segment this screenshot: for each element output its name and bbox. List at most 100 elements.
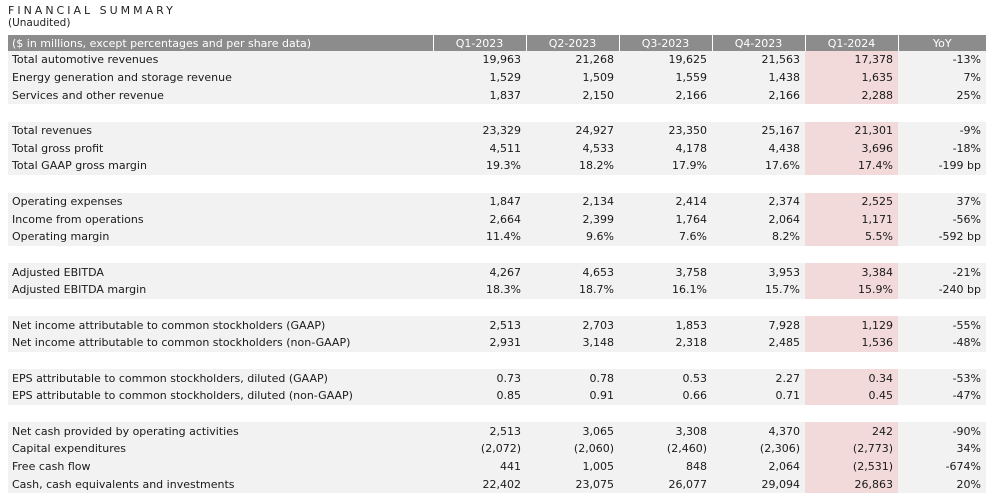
row-label: Operating expenses: [8, 192, 433, 211]
value-cell: 21,301: [805, 121, 898, 140]
group-spacer: [8, 174, 986, 193]
yoy-cell: -56%: [898, 210, 986, 228]
value-cell: 19,963: [433, 51, 526, 69]
value-cell: 4,178: [619, 139, 712, 158]
table-row: Total revenues 23,329 24,927 23,350 25,167 21…: [8, 121, 986, 140]
table-row: Energy generation and storage revenue 1,5…: [8, 68, 986, 87]
value-cell: 1,635: [805, 68, 898, 87]
value-cell: 23,329: [433, 121, 526, 140]
value-cell: 3,148: [526, 334, 619, 352]
value-cell: 15.7%: [712, 280, 805, 299]
value-cell: 3,384: [805, 263, 898, 281]
value-cell: (2,531): [805, 457, 898, 476]
value-cell: 1,764: [619, 210, 712, 228]
value-cell: (2,060): [526, 440, 619, 458]
value-cell: 2.27: [712, 369, 805, 388]
yoy-cell: -199 bp: [898, 157, 986, 175]
value-cell: 11.4%: [433, 227, 526, 246]
column-header: YoY: [898, 35, 986, 51]
value-cell: 2,134: [526, 192, 619, 211]
value-cell: 2,664: [433, 210, 526, 228]
yoy-cell: 34%: [898, 440, 986, 458]
table-row: Total gross profit 4,511 4,533 4,178 4,438 3,…: [8, 139, 986, 158]
value-cell: 848: [619, 457, 712, 476]
table-row: Operating expenses 1,847 2,134 2,414 2,374 2,…: [8, 192, 986, 211]
value-cell: 3,696: [805, 139, 898, 158]
page-title: FINANCIAL SUMMARY: [8, 4, 176, 17]
value-cell: 2,485: [712, 334, 805, 352]
yoy-cell: 7%: [898, 68, 986, 87]
value-cell: 5.5%: [805, 227, 898, 246]
value-cell: 19.3%: [433, 157, 526, 175]
yoy-cell: -240 bp: [898, 280, 986, 299]
table-row: Cash, cash equivalents and investments 22…: [8, 475, 986, 494]
group-spacer: [8, 351, 986, 370]
row-label: Total GAAP gross margin: [8, 157, 433, 175]
value-cell: 2,150: [526, 86, 619, 105]
value-cell: 18.2%: [526, 157, 619, 175]
group-spacer: [8, 404, 986, 423]
table-row: Free cash flow 441 1,005 848 2,064 (2,531) -67…: [8, 457, 986, 476]
table-row: EPS attributable to common stockholders,…: [8, 369, 986, 388]
table-row: Services and other revenue 1,837 2,150 2,16…: [8, 86, 986, 105]
value-cell: 2,513: [433, 316, 526, 334]
value-cell: 22,402: [433, 475, 526, 494]
value-cell: 1,438: [712, 68, 805, 87]
value-cell: 18.3%: [433, 280, 526, 299]
column-header: Q1-2023: [433, 35, 527, 51]
table-row: Adjusted EBITDA 4,267 4,653 3,758 3,953 3,384…: [8, 263, 986, 281]
spacer-cell: [8, 245, 986, 264]
column-header: Q2-2023: [526, 35, 620, 51]
financial-summary-table: ($ in millions, except percentages and p…: [8, 35, 986, 494]
value-cell: 1,559: [619, 68, 712, 87]
yoy-cell: 25%: [898, 86, 986, 105]
table-row: Capital expenditures (2,072) (2,060) (2,460…: [8, 440, 986, 458]
row-label: Operating margin: [8, 227, 433, 246]
value-cell: 24,927: [526, 121, 619, 140]
value-cell: 2,166: [712, 86, 805, 105]
column-header: Q3-2023: [619, 35, 713, 51]
table-row: Net income attributable to common stockh…: [8, 334, 986, 352]
value-cell: 3,953: [712, 263, 805, 281]
yoy-cell: -55%: [898, 316, 986, 334]
value-cell: 7.6%: [619, 227, 712, 246]
value-cell: 0.91: [526, 387, 619, 405]
value-cell: 1,529: [433, 68, 526, 87]
value-cell: 2,703: [526, 316, 619, 334]
value-cell: (2,460): [619, 440, 712, 458]
value-cell: 1,129: [805, 316, 898, 334]
value-cell: 17.9%: [619, 157, 712, 175]
value-cell: 25,167: [712, 121, 805, 140]
row-label: Free cash flow: [8, 457, 433, 476]
value-cell: 0.34: [805, 369, 898, 388]
value-cell: 29,094: [712, 475, 805, 494]
value-cell: 8.2%: [712, 227, 805, 246]
table-row: EPS attributable to common stockholders,…: [8, 387, 986, 405]
value-cell: 1,171: [805, 210, 898, 228]
value-cell: 17,378: [805, 51, 898, 69]
group-spacer: [8, 245, 986, 264]
value-cell: 23,075: [526, 475, 619, 494]
yoy-cell: -13%: [898, 51, 986, 69]
yoy-cell: 20%: [898, 475, 986, 494]
value-cell: 3,758: [619, 263, 712, 281]
value-cell: 2,414: [619, 192, 712, 211]
value-cell: 1,837: [433, 86, 526, 105]
value-cell: 2,399: [526, 210, 619, 228]
value-cell: 242: [805, 422, 898, 441]
spacer-cell: [8, 351, 986, 370]
row-label: EPS attributable to common stockholders,…: [8, 387, 433, 405]
value-cell: 2,931: [433, 334, 526, 352]
page-subtitle: (Unaudited): [8, 17, 71, 29]
value-cell: 15.9%: [805, 280, 898, 299]
value-cell: 1,536: [805, 334, 898, 352]
row-label: Capital expenditures: [8, 440, 433, 458]
value-cell: 2,318: [619, 334, 712, 352]
value-cell: 3,308: [619, 422, 712, 441]
value-cell: 18.7%: [526, 280, 619, 299]
value-cell: 4,511: [433, 139, 526, 158]
value-cell: 441: [433, 457, 526, 476]
value-cell: 19,625: [619, 51, 712, 69]
row-label: Total gross profit: [8, 139, 433, 158]
value-cell: 0.78: [526, 369, 619, 388]
